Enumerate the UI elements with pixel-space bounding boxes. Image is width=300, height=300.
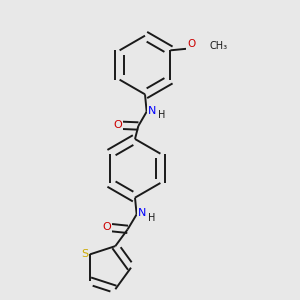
Text: H: H [148, 213, 155, 223]
Text: H: H [158, 110, 165, 120]
Text: N: N [148, 106, 156, 116]
Text: S: S [81, 249, 88, 259]
Text: CH₃: CH₃ [209, 41, 227, 51]
Text: O: O [113, 120, 122, 130]
Text: O: O [103, 222, 111, 232]
Text: O: O [187, 39, 196, 49]
Text: N: N [138, 208, 146, 218]
